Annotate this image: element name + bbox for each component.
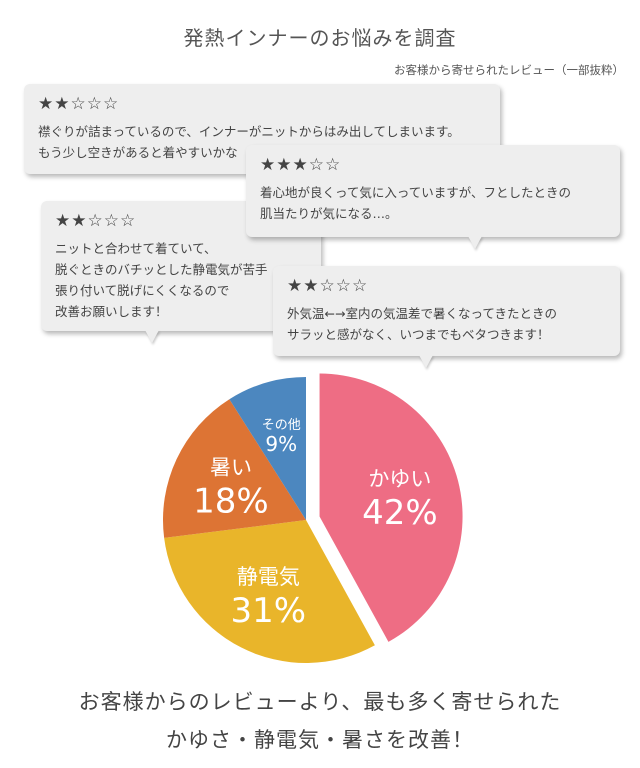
review-stars-3: ★★☆☆☆ xyxy=(55,211,137,231)
pie-value-1: 42% xyxy=(362,493,438,533)
review-bubble-4: ★★☆☆☆ 外気温←→室内の気温差で暑くなってきたときの サラッと感がなく、いつ… xyxy=(273,266,620,368)
pie-value-2: 31% xyxy=(231,591,307,631)
bubble-tail xyxy=(145,330,159,343)
page-title: 発熱インナーのお悩みを調査 xyxy=(183,26,457,50)
review-text-2: 着心地が良くって気に入っていますが、フとしたときの 肌当たりが気になる…。 xyxy=(260,185,572,221)
review-text-1: 襟ぐりが詰まっているので、インナーがニットからはみ出してしまいます。 もう少し空… xyxy=(38,124,460,160)
review-text-3: ニットと合わせて着ていて、 脱ぐときのバチッとした静電気が苦手 張り付いて脱げに… xyxy=(55,241,268,319)
pie-slice-1 xyxy=(319,373,463,642)
bubble-tail xyxy=(468,236,482,249)
pie-slice-4 xyxy=(229,377,306,520)
pie-slice-3 xyxy=(162,399,306,538)
pie-label-3: 暑い xyxy=(210,456,252,480)
pie-slice-2 xyxy=(164,520,375,663)
page-subtitle: お客様から寄せられたレビュー（一部抜粋） xyxy=(394,63,624,77)
footer-line-1: お客様からのレビューより、最も多く寄せられた xyxy=(78,690,562,714)
review-text-4: 外気温←→室内の気温差で暑くなってきたときの サラッと感がなく、いつまでもベタつ… xyxy=(287,306,557,342)
bubble-tail xyxy=(419,355,433,368)
pie-value-4: 9% xyxy=(265,432,297,456)
review-bubble-2: ★★★☆☆ 着心地が良くって気に入っていますが、フとしたときの 肌当たりが気にな… xyxy=(246,145,620,249)
review-stars-2: ★★★☆☆ xyxy=(260,155,342,175)
pie-label-4: その他 xyxy=(262,418,301,433)
pie-value-3: 18% xyxy=(193,482,269,522)
pie-label-2: 静電気 xyxy=(237,565,300,589)
footer-line-2: かゆさ・静電気・暑さを改善！ xyxy=(166,728,474,752)
pie-label-1: かゆい xyxy=(368,467,431,491)
review-stars-1: ★★☆☆☆ xyxy=(38,94,120,114)
review-stars-4: ★★☆☆☆ xyxy=(287,276,369,296)
